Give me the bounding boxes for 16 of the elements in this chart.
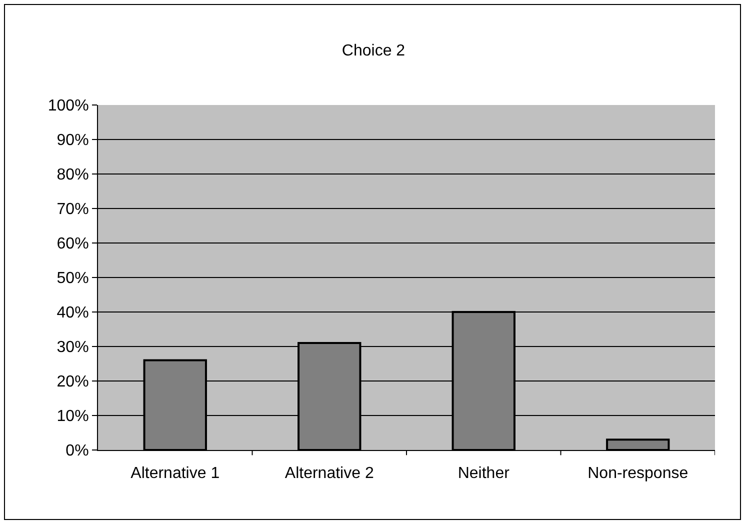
chart-title: Choice 2 — [342, 42, 406, 60]
y-tick-label: 70% — [56, 201, 89, 218]
y-tick-label: 90% — [56, 132, 89, 150]
y-tick-label: 60% — [56, 236, 89, 253]
y-tick-label: 0% — [66, 442, 89, 460]
y-tick-label: 40% — [56, 304, 89, 322]
y-tick-label: 30% — [56, 339, 89, 356]
x-tick-label: Neither — [458, 465, 510, 482]
x-tick-label: Alternative 1 — [130, 465, 220, 482]
y-tick-label: 50% — [56, 270, 89, 288]
y-tick-label: 100% — [48, 98, 89, 115]
x-tick-label: Alternative 2 — [284, 465, 374, 482]
y-tick-label: 20% — [56, 374, 89, 391]
x-tick-label: Non-response — [588, 465, 688, 482]
y-tick-label: 80% — [56, 166, 89, 184]
y-tick-label: 10% — [56, 408, 89, 426]
